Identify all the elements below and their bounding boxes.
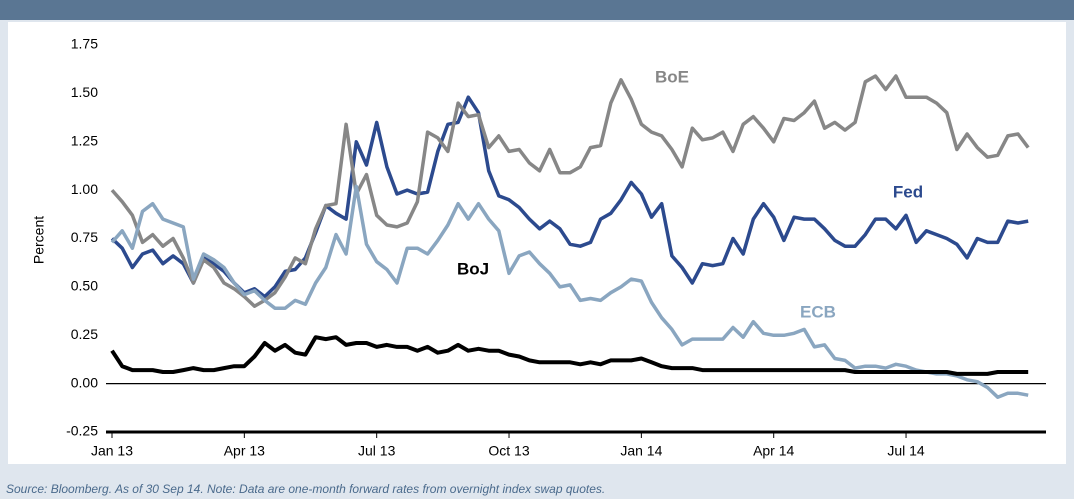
x-tick-label: Apr 14	[753, 443, 794, 459]
y-tick-label: 0.25	[71, 326, 98, 342]
y-tick-label: 1.75	[71, 36, 98, 52]
y-tick-label: 0.75	[71, 229, 98, 245]
y-tick-label: 1.25	[71, 132, 98, 148]
x-tick-label: Jul 14	[887, 443, 925, 459]
x-tick-label: Jul 13	[358, 443, 396, 459]
series-label: Fed	[893, 182, 923, 201]
x-tick-label: Jan 13	[91, 443, 133, 459]
y-tick-label: 0.00	[71, 374, 98, 390]
source-note: Source: Bloomberg. As of 30 Sep 14. Note…	[6, 482, 605, 496]
x-tick-label: Jan 14	[620, 443, 662, 459]
plot-panel	[8, 22, 1066, 464]
x-tick-label: Oct 13	[488, 443, 529, 459]
y-tick-label: -0.25	[66, 423, 98, 439]
y-tick-label: 1.50	[71, 84, 98, 100]
series-label: ECB	[800, 302, 836, 321]
y-tick-label: 0.50	[71, 278, 98, 294]
series-line	[110, 95, 1029, 299]
y-axis-label: Percent	[31, 216, 47, 264]
series-line	[110, 184, 1029, 399]
x-tick-label: Apr 13	[224, 443, 265, 459]
series-label: BoE	[655, 67, 689, 86]
y-tick-label: 1.00	[71, 181, 98, 197]
header-bar	[0, 0, 1074, 20]
series-label: BoJ	[457, 259, 489, 278]
series-line	[110, 335, 1029, 376]
